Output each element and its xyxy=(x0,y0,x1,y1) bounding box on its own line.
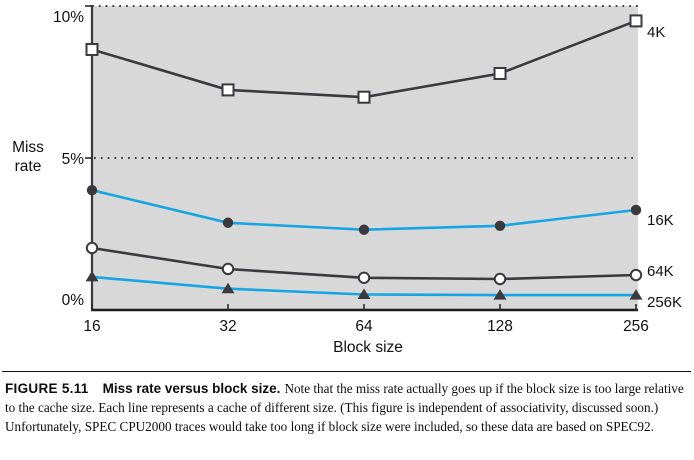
y-tick-label-5: 5% xyxy=(62,151,85,168)
marker-4K-32 xyxy=(221,83,235,97)
x-tick-label-256: 256 xyxy=(623,318,649,335)
marker-256K-128 xyxy=(493,289,507,300)
series-label-16k: 16K xyxy=(647,212,674,229)
x-axis-title: Block size xyxy=(333,339,403,356)
marker-4K-16 xyxy=(85,42,99,56)
marker-64K-64 xyxy=(357,271,371,284)
x-tick-label-64: 64 xyxy=(355,318,373,335)
y-tick-label-10: 10% xyxy=(53,9,84,26)
marker-4K-64 xyxy=(357,90,371,104)
marker-4K-256 xyxy=(629,14,643,28)
x-tick-label-128: 128 xyxy=(487,318,513,335)
marker-4K-128 xyxy=(493,66,507,80)
series-label-256k: 256K xyxy=(647,294,682,311)
marker-64K-128 xyxy=(493,272,507,286)
marker-256K-32 xyxy=(221,282,235,294)
caption-divider xyxy=(2,371,691,372)
series-label-64k: 64K xyxy=(647,263,674,280)
marker-16K-128 xyxy=(494,220,506,231)
figure-caption-title: Miss rate versus block size. xyxy=(102,381,281,396)
marker-16K-64 xyxy=(358,224,370,235)
x-tick-label-32: 32 xyxy=(219,318,236,335)
y-tick-label-0: 0% xyxy=(62,292,85,309)
marker-64K-256 xyxy=(629,268,643,282)
figure-caption: FIGURE 5.11 Miss rate versus block size. N… xyxy=(0,372,694,436)
figure-caption-label: FIGURE 5.11 xyxy=(5,381,89,396)
y-axis-title-line2: rate xyxy=(15,158,42,175)
marker-256K-256 xyxy=(629,289,643,300)
figure-caption-body: Note that the miss rate actually goes up… xyxy=(5,381,684,434)
series-label-4k: 4K xyxy=(647,24,665,41)
marker-256K-16 xyxy=(85,270,99,282)
marker-64K-16 xyxy=(85,241,99,255)
miss-rate-chart: 10% 5% 0% Miss rate 16 32 64 128 256 Blo… xyxy=(12,5,682,356)
marker-16K-256 xyxy=(630,204,642,216)
marker-16K-16 xyxy=(86,185,98,196)
series-layer xyxy=(85,14,643,300)
marker-16K-32 xyxy=(222,217,234,228)
y-axis-title-line1: Miss xyxy=(12,139,44,156)
x-tick-label-16: 16 xyxy=(83,318,100,335)
marker-256K-64 xyxy=(357,288,371,299)
marker-64K-32 xyxy=(221,262,235,276)
